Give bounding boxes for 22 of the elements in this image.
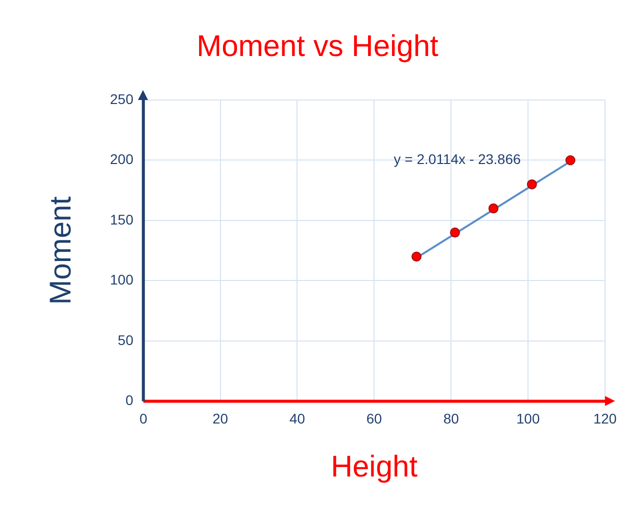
x-tick-label: 100	[516, 410, 540, 426]
y-tick-label: 150	[110, 211, 134, 228]
point	[488, 203, 498, 214]
y-tick-label: 250	[110, 90, 134, 107]
x-tick-label: 20	[212, 410, 228, 426]
x-tick-label: 80	[443, 410, 460, 426]
point	[411, 252, 422, 262]
x-tick-label: 40	[289, 410, 306, 426]
y-tick-label: 50	[118, 332, 134, 348]
x-tick-label: 60	[366, 410, 382, 426]
chart-title: Moment vs Height	[196, 30, 440, 64]
y-axis-title: Moment	[44, 196, 78, 305]
point	[450, 228, 460, 238]
point	[565, 155, 576, 166]
x-tick-label: 0	[139, 410, 148, 426]
x-tick-label: 120	[593, 410, 617, 426]
y-tick-label: 200	[110, 151, 134, 168]
x-axis-title: Height	[330, 450, 418, 484]
point	[526, 179, 537, 190]
y-tick-label: 0	[126, 392, 134, 408]
annotation: y = 2.0114x - 23.866	[394, 151, 521, 168]
y-tick-label: 100	[110, 272, 134, 288]
